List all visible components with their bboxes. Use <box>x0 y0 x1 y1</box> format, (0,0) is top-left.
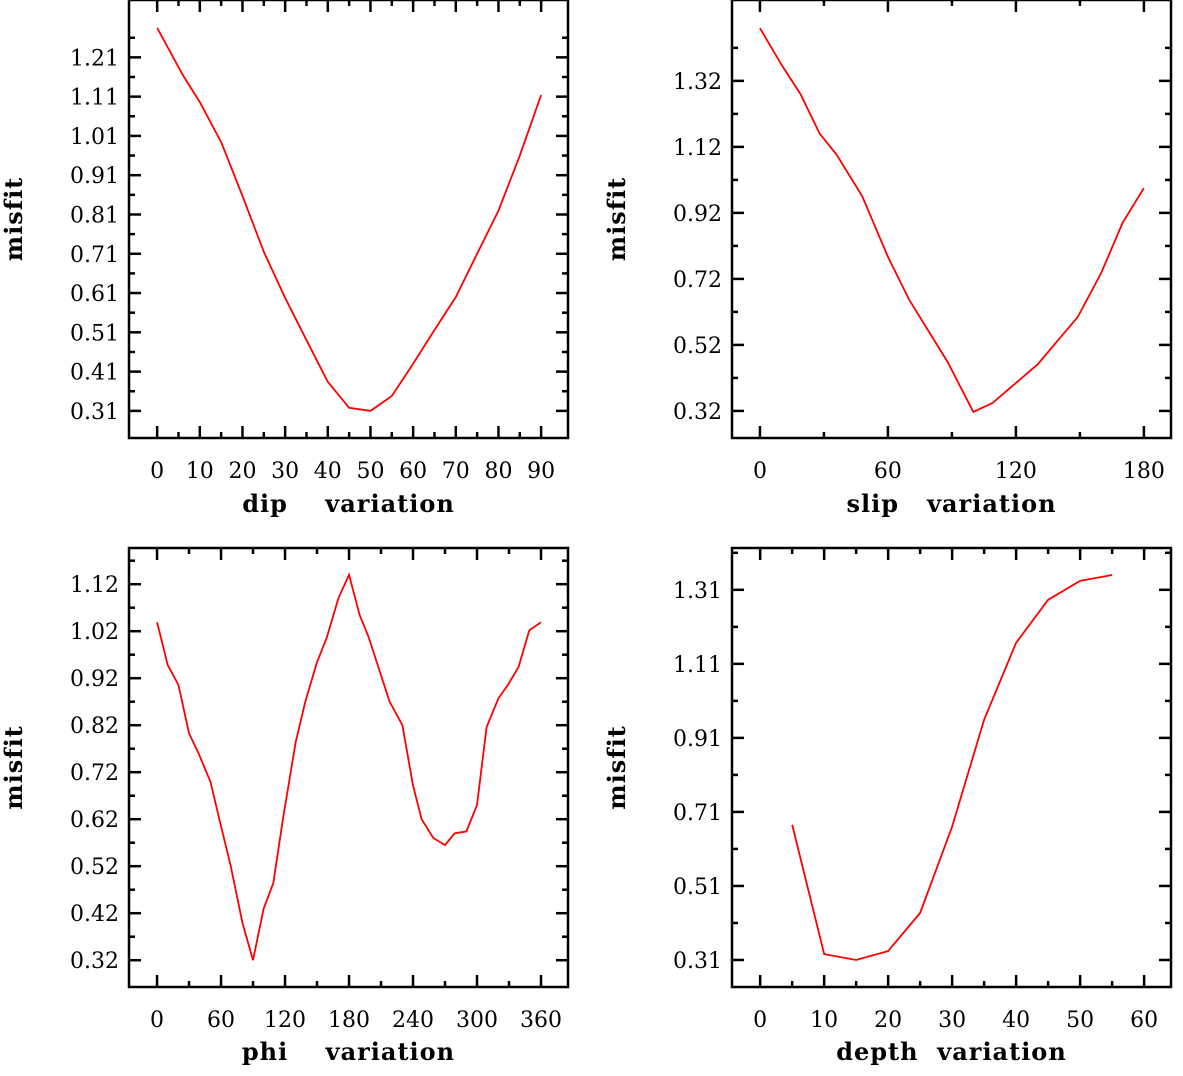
x-tick-label: 20 <box>874 1008 902 1033</box>
y-tick-label: 0.32 <box>70 949 119 974</box>
y-tick-label: 0.61 <box>70 282 119 307</box>
x-tick-label: 180 <box>1123 459 1165 484</box>
y-axis-label: misfit <box>0 725 28 810</box>
y-tick-label: 0.81 <box>70 203 119 228</box>
x-tick-label: 40 <box>1002 1008 1030 1033</box>
plot-frame <box>730 0 1173 440</box>
y-tick-label: 0.52 <box>673 334 722 359</box>
x-tick-label: 30 <box>271 459 299 484</box>
x-axis-label: depth variation <box>836 1037 1067 1066</box>
x-tick-label: 60 <box>207 1008 235 1033</box>
x-tick-label: 60 <box>399 459 427 484</box>
plot-frame <box>127 546 570 989</box>
x-tick-label: 70 <box>442 459 470 484</box>
series-line-slip <box>759 27 1145 414</box>
y-tick-label: 0.92 <box>673 202 722 227</box>
y-tick-label: 0.52 <box>70 855 119 880</box>
x-tick-label: 0 <box>753 459 767 484</box>
y-tick-label: 1.01 <box>70 125 119 150</box>
series-line-depth <box>791 574 1113 961</box>
x-tick-label: 90 <box>527 459 555 484</box>
y-tick-label: 0.91 <box>70 164 119 189</box>
x-tick-label: 0 <box>753 1008 767 1033</box>
x-tick-label: 50 <box>1066 1008 1094 1033</box>
x-tick-label: 360 <box>520 1008 562 1033</box>
y-tick-label: 1.12 <box>673 136 722 161</box>
y-tick-label: 0.92 <box>70 667 119 692</box>
y-tick-label: 1.02 <box>70 620 119 645</box>
y-tick-label: 0.32 <box>673 400 722 425</box>
x-tick-label: 0 <box>150 1008 164 1033</box>
y-axis-label: misfit <box>0 177 28 262</box>
x-tick-label: 120 <box>264 1008 306 1033</box>
y-axis-label: misfit <box>602 177 631 262</box>
y-tick-label: 0.91 <box>673 727 722 752</box>
x-tick-label: 0 <box>150 459 164 484</box>
plot-frame <box>730 546 1173 989</box>
y-tick-label: 0.72 <box>70 761 119 786</box>
series-line-dip <box>156 27 542 412</box>
x-axis-label: slip variation <box>846 489 1056 518</box>
y-tick-label: 0.31 <box>70 400 119 425</box>
y-tick-label: 1.11 <box>70 86 119 111</box>
x-tick-label: 60 <box>874 459 902 484</box>
subplot-phi: 0 60 120 180 240 300 360 0.32 0.42 0.52 0.62 0.72 0.… <box>0 546 570 1066</box>
x-tick-label: 80 <box>484 459 512 484</box>
y-tick-label: 0.41 <box>70 361 119 386</box>
y-tick-label: 0.72 <box>673 268 722 293</box>
y-tick-label: 0.62 <box>70 808 119 833</box>
x-tick-label: 10 <box>810 1008 838 1033</box>
y-tick-label: 1.11 <box>673 653 722 678</box>
subplot-dip: 0 10 20 30 40 50 60 70 80 90 0.31 0.41 0.51 0.61 0.71 0… <box>0 0 570 518</box>
y-tick-label: 0.31 <box>673 949 722 974</box>
y-tick-label: 0.71 <box>673 801 722 826</box>
x-tick-label: 240 <box>392 1008 434 1033</box>
x-tick-label: 300 <box>456 1008 498 1033</box>
y-tick-label: 0.82 <box>70 714 119 739</box>
x-tick-label: 120 <box>995 459 1037 484</box>
series-line-phi <box>156 572 542 961</box>
plot-frame <box>127 0 570 440</box>
y-tick-label: 1.31 <box>673 579 722 604</box>
y-tick-label: 0.51 <box>70 321 119 346</box>
subplot-slip: 0 60 120 180 0.32 0.52 0.72 0.92 1.12 1.32 slip va… <box>602 0 1173 518</box>
x-tick-label: 180 <box>328 1008 370 1033</box>
y-tick-label: 1.32 <box>673 70 722 95</box>
y-axis-label: misfit <box>602 725 631 810</box>
y-tick-label: 0.42 <box>70 902 119 927</box>
x-axis-label: dip variation <box>242 489 455 518</box>
x-tick-label: 60 <box>1130 1008 1158 1033</box>
y-tick-label: 1.12 <box>70 573 119 598</box>
x-tick-label: 50 <box>356 459 384 484</box>
y-tick-label: 0.51 <box>673 875 722 900</box>
y-tick-label: 1.21 <box>70 46 119 71</box>
subplot-depth: 0 10 20 30 40 50 60 0.31 0.51 0.71 0.91 1.11 1.31 dep… <box>602 546 1173 1066</box>
x-tick-label: 30 <box>938 1008 966 1033</box>
x-tick-label: 10 <box>186 459 214 484</box>
x-tick-label: 20 <box>228 459 256 484</box>
x-tick-label: 40 <box>314 459 342 484</box>
x-axis-label: phi variation <box>242 1037 455 1066</box>
y-tick-label: 0.71 <box>70 243 119 268</box>
